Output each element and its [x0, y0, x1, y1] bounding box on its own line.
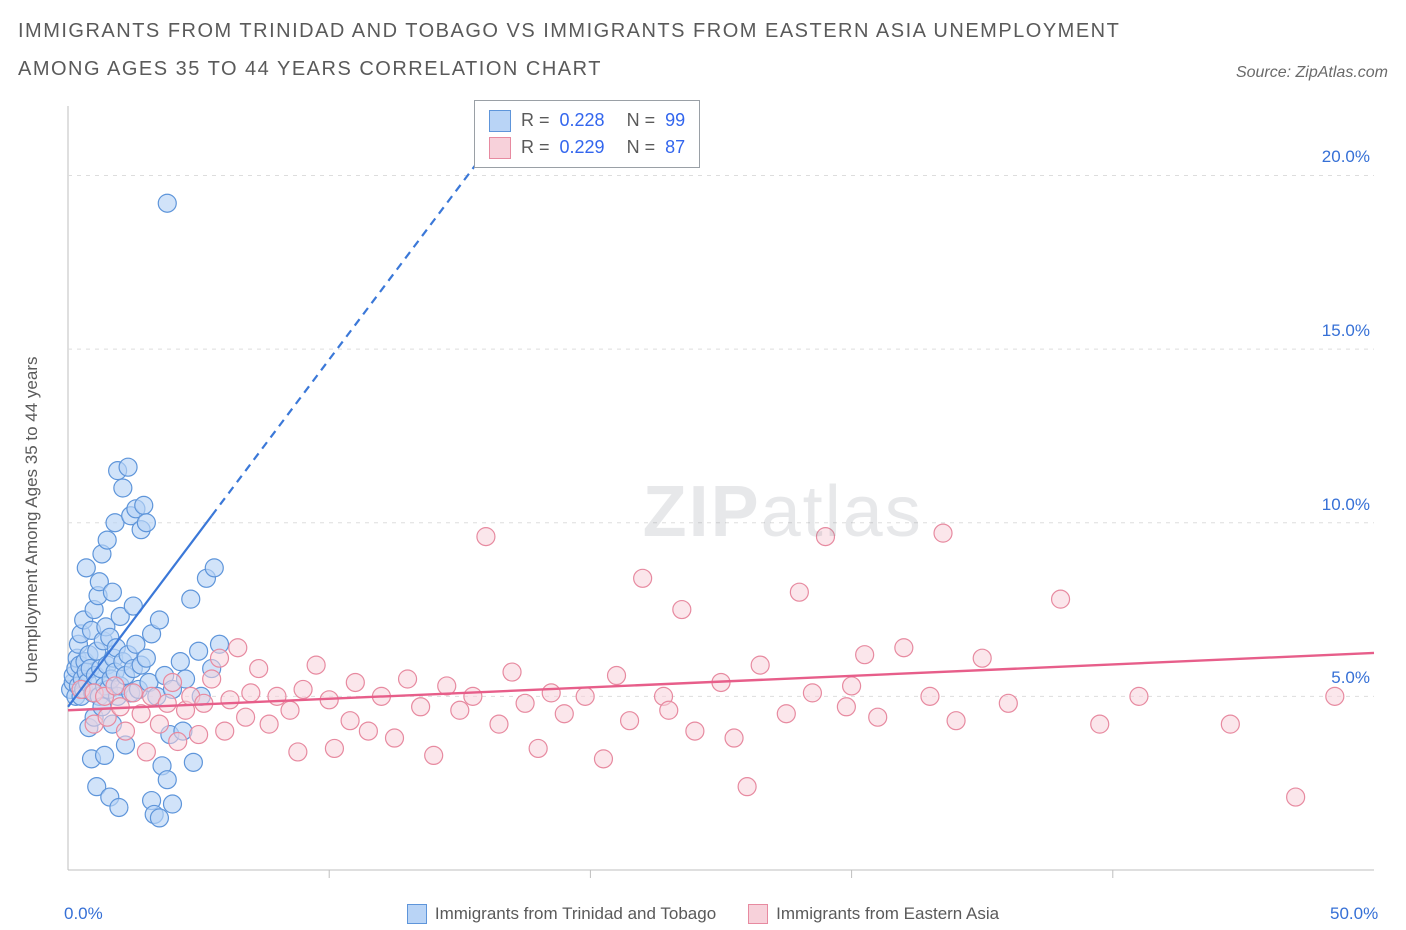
y-tick-label: 10.0% — [1322, 495, 1370, 515]
legend-r-label: R = — [521, 107, 550, 134]
series-name: Immigrants from Trinidad and Tobago — [435, 904, 716, 924]
legend-swatch — [407, 904, 427, 924]
y-axis-label: Unemployment Among Ages 35 to 44 years — [22, 357, 42, 684]
chart-area: Unemployment Among Ages 35 to 44 years R… — [18, 100, 1388, 930]
legend-swatch — [489, 137, 511, 159]
legend-r-value: 0.228 — [560, 107, 605, 134]
legend-swatch — [748, 904, 768, 924]
stats-legend-row: R = 0.228 N = 99 — [489, 107, 685, 134]
series-legend-item: Immigrants from Trinidad and Tobago — [407, 904, 716, 924]
x-axis-min-label: 0.0% — [64, 904, 103, 924]
y-tick-label: 20.0% — [1322, 147, 1370, 167]
source-label: Source: ZipAtlas.com — [1236, 64, 1388, 88]
stats-legend: R = 0.228 N = 99 R = 0.229 N = 87 — [474, 100, 700, 168]
legend-swatch — [489, 110, 511, 132]
legend-n-label: N = — [627, 134, 656, 161]
series-legend: Immigrants from Trinidad and Tobago Immi… — [18, 904, 1388, 924]
chart-title: IMMIGRANTS FROM TRINIDAD AND TOBAGO VS I… — [18, 12, 1138, 88]
legend-n-value: 87 — [665, 134, 685, 161]
legend-r-value: 0.229 — [560, 134, 605, 161]
y-tick-label: 15.0% — [1322, 321, 1370, 341]
x-axis-max-label: 50.0% — [1330, 904, 1378, 924]
legend-r-label: R = — [521, 134, 550, 161]
series-name: Immigrants from Eastern Asia — [776, 904, 999, 924]
series-legend-item: Immigrants from Eastern Asia — [748, 904, 999, 924]
stats-legend-row: R = 0.229 N = 87 — [489, 134, 685, 161]
y-tick-label: 5.0% — [1331, 668, 1370, 688]
legend-n-value: 99 — [665, 107, 685, 134]
scatter-plot — [18, 100, 1388, 920]
legend-n-label: N = — [627, 107, 656, 134]
